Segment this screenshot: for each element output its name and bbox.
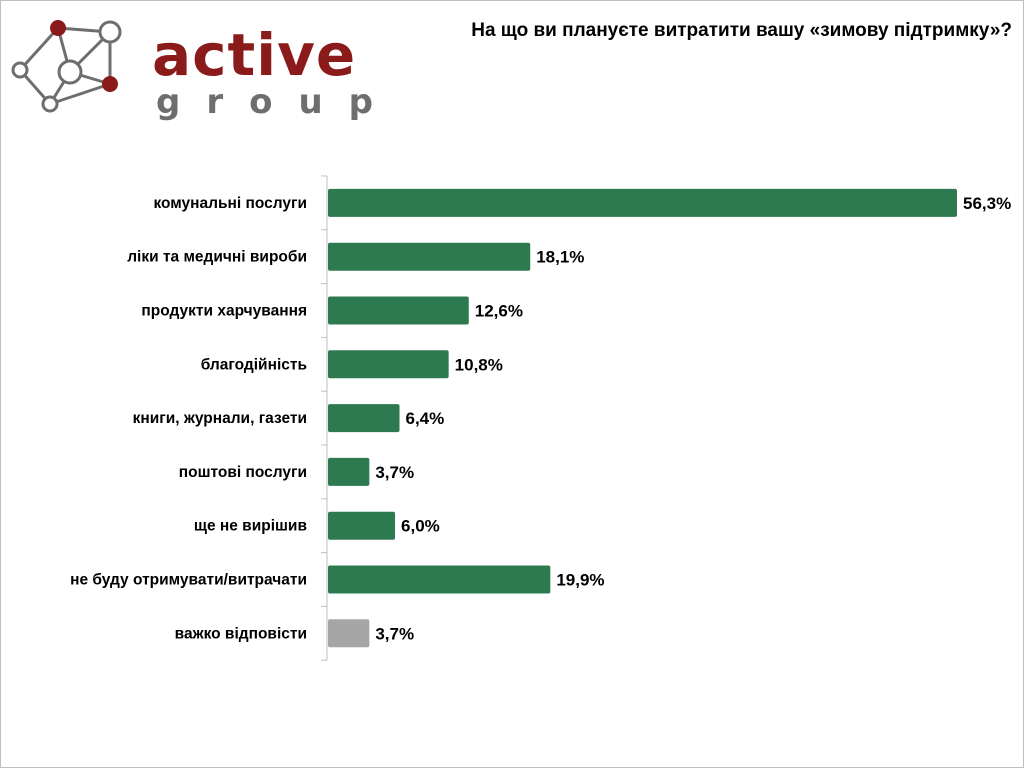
data-label: 3,7% [375, 624, 414, 643]
category-label: ще не вирішив [194, 518, 307, 535]
chart-title: На що ви плануєте витратити вашу «зимову… [471, 20, 1012, 41]
bar [328, 511, 396, 540]
bar [328, 457, 370, 486]
data-label: 19,9% [556, 571, 604, 590]
data-label: 18,1% [536, 248, 584, 267]
category-label: не буду отримувати/витрачати [70, 572, 307, 589]
brand-name: active [152, 21, 357, 89]
bar [328, 404, 400, 433]
category-label: важко відповісти [175, 625, 307, 642]
bar [328, 296, 469, 325]
logo: active group [10, 14, 373, 124]
category-label: поштові послуги [179, 464, 307, 481]
category-label: ліки та медичні вироби [127, 249, 307, 266]
data-label: 12,6% [475, 302, 523, 321]
data-label: 3,7% [375, 463, 414, 482]
bar [328, 565, 551, 594]
data-label: 56,3% [963, 194, 1011, 213]
category-label: комунальні послуги [153, 195, 307, 212]
data-label: 6,4% [406, 409, 445, 428]
bar [328, 619, 370, 648]
category-label: книги, журнали, газети [133, 410, 307, 427]
network-logo-icon [11, 20, 122, 113]
data-label: 6,0% [401, 517, 440, 536]
bar [328, 188, 957, 217]
bar [328, 242, 531, 271]
category-label: благодійність [201, 356, 307, 373]
data-label: 10,8% [455, 355, 503, 374]
brand-subtitle: group [156, 82, 400, 122]
category-label: продукти харчування [141, 303, 307, 320]
bar [328, 350, 449, 379]
